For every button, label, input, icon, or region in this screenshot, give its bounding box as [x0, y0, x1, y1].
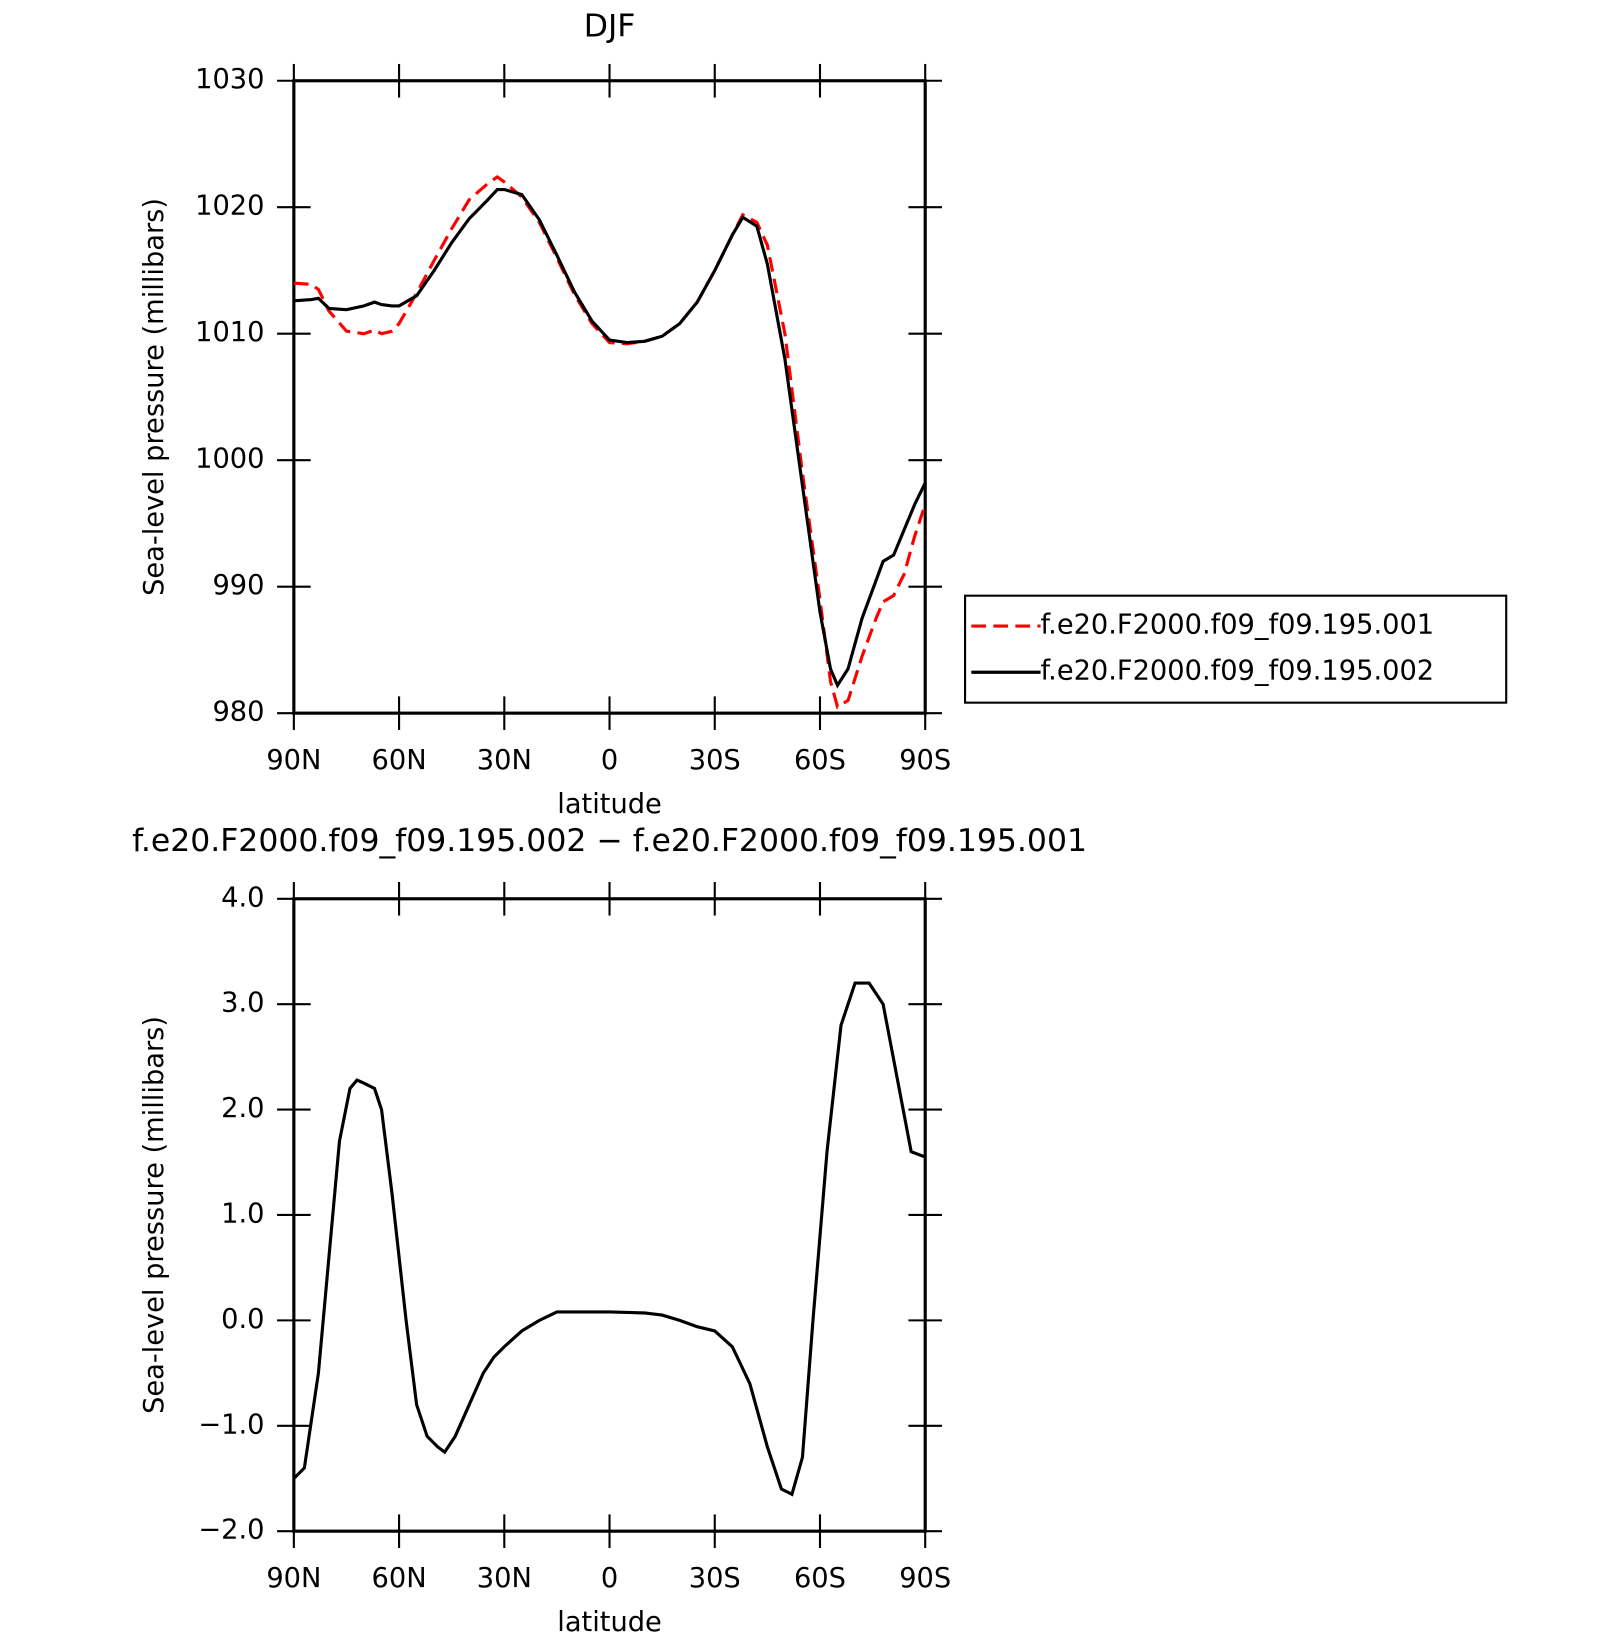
- y-tick-label: 1000: [195, 444, 264, 475]
- x-tick-label: 30S: [689, 745, 741, 776]
- y-tick-label: 4.0: [221, 882, 264, 913]
- x-tick-label: 90N: [266, 1563, 321, 1594]
- y-tick-label: 2.0: [221, 1093, 264, 1124]
- y-tick-label: 1020: [195, 191, 264, 222]
- x-tick-label: 30N: [477, 745, 532, 776]
- x-tick-label: 0: [601, 1563, 618, 1594]
- x-tick-label: 60N: [372, 745, 427, 776]
- y-tick-label: 0.0: [221, 1304, 264, 1335]
- y-tick-label: 990: [212, 570, 264, 601]
- legend-label: f.e20.F2000.f09_f09.195.002: [1041, 656, 1435, 687]
- x-tick-label: 30S: [689, 1563, 741, 1594]
- y-tick-label: 980: [212, 697, 264, 728]
- y-tick-label: −2.0: [198, 1515, 264, 1546]
- y-tick-label: −1.0: [198, 1409, 264, 1440]
- y-tick-label: 3.0: [221, 988, 264, 1019]
- chart-title: f.e20.F2000.f09_f09.195.002 − f.e20.F200…: [132, 823, 1087, 859]
- y-axis-label: Sea-level pressure (millibars): [139, 1016, 170, 1414]
- y-tick-label: 1030: [195, 64, 264, 95]
- x-tick-label: 90N: [266, 745, 321, 776]
- x-tick-label: 90S: [899, 1563, 951, 1594]
- y-tick-label: 1.0: [221, 1198, 264, 1229]
- x-tick-label: 60N: [372, 1563, 427, 1594]
- x-axis-label: latitude: [557, 1607, 662, 1635]
- x-tick-label: 90S: [899, 745, 951, 776]
- x-tick-label: 60S: [794, 745, 846, 776]
- y-axis-label: Sea-level pressure (millibars): [139, 198, 170, 596]
- plot-frame: [292, 79, 927, 715]
- x-tick-label: 0: [601, 745, 618, 776]
- legend-box: [964, 594, 1508, 704]
- legend-label: f.e20.F2000.f09_f09.195.001: [1041, 610, 1435, 641]
- data-line: [292, 981, 926, 1497]
- data-line: [293, 174, 927, 710]
- x-axis-label: latitude: [557, 789, 662, 820]
- data-line: [293, 187, 927, 689]
- x-tick-label: 30N: [477, 1563, 532, 1594]
- y-tick-label: 1010: [195, 317, 264, 348]
- x-tick-label: 60S: [794, 1563, 846, 1594]
- chart-title: DJF: [584, 8, 636, 44]
- plot-frame: [292, 897, 927, 1533]
